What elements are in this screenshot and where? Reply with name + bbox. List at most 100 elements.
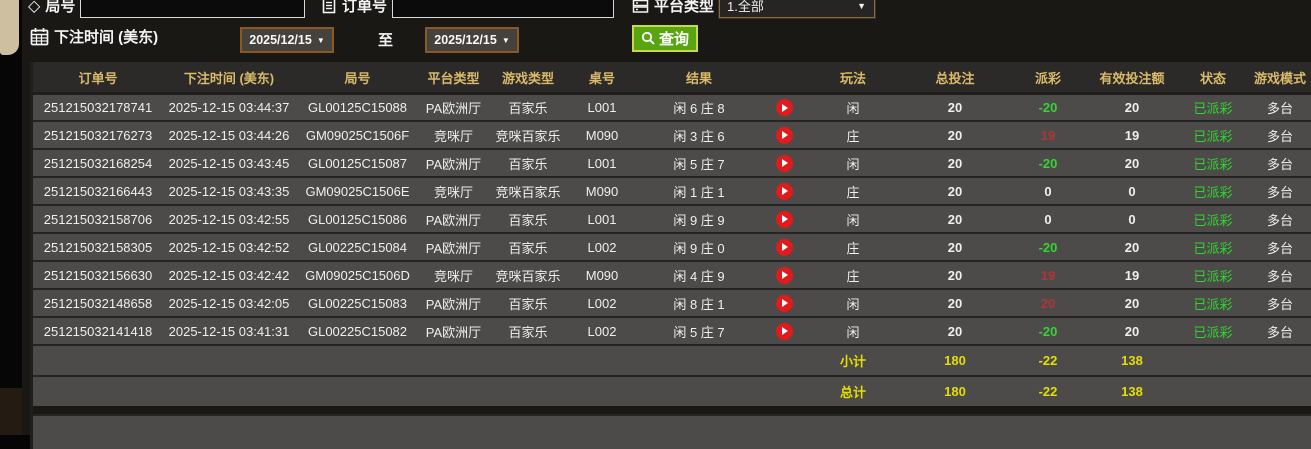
round-input[interactable] xyxy=(80,0,306,18)
empty-table-area xyxy=(33,414,1311,449)
play-type-cell: 闲 xyxy=(846,296,860,312)
header-result: 结果 xyxy=(685,70,712,86)
total-bet-cell: 20 xyxy=(947,323,963,339)
subtotal-valid-bet: 138 xyxy=(1121,353,1143,368)
subtotal-total-bet: 180 xyxy=(944,353,966,368)
grand-total-valid-bet: 138 xyxy=(1121,384,1143,399)
game-mode-cell: 多台 xyxy=(1266,128,1293,144)
status-cell: 已派彩 xyxy=(1193,156,1233,172)
payout-cell: 20 xyxy=(1040,295,1056,311)
play-video-button[interactable] xyxy=(775,126,793,144)
valid-bet-cell: 0 xyxy=(1128,211,1136,227)
table-body: 251215032178741 2025-12-15 03:44:37 GL00… xyxy=(33,92,1311,344)
table-header-row: 订单号 下注时间 (美东) 局号 平台类型 游戏类型 桌号 结果 玩法 总投注 … xyxy=(33,62,1311,92)
play-type-cell: 庄 xyxy=(846,184,860,200)
platform-stack-icon xyxy=(632,0,649,14)
bet-time-cell: 2025-12-15 03:43:45 xyxy=(168,155,290,171)
date-from-picker[interactable]: 2025/12/15 ▼ xyxy=(240,27,334,53)
bet-records-panel: ◇ 局号 订单号 平台类型 1.全部 ▼ 下注时间 (美东) 2025/12/1… xyxy=(22,0,1311,449)
round-id-cell: GM09025C1506F xyxy=(305,127,410,143)
round-id-cell: GL00125C15088 xyxy=(307,100,408,115)
game-type-cell: 百家乐 xyxy=(508,296,548,312)
bet-records-table: 订单号 下注时间 (美东) 局号 平台类型 游戏类型 桌号 结果 玩法 总投注 … xyxy=(30,62,1311,449)
date-to-picker[interactable]: 2025/12/15 ▼ xyxy=(425,27,519,53)
table-id-cell: M090 xyxy=(585,183,619,199)
order-filter-label: 订单号 xyxy=(342,0,388,15)
payout-cell: -20 xyxy=(1038,239,1058,255)
platform-cell: 竞咪厅 xyxy=(433,128,473,144)
payout-cell: 0 xyxy=(1044,211,1052,227)
total-bet-cell: 20 xyxy=(947,127,963,143)
video-cell xyxy=(763,210,805,228)
header-status: 状态 xyxy=(1199,70,1226,86)
payout-cell: -20 xyxy=(1038,155,1058,171)
header-valid-bet: 有效投注额 xyxy=(1099,70,1165,86)
result-cell: 闲 5 庄 7 xyxy=(673,324,725,340)
round-id-cell: GM09025C1506E xyxy=(305,183,410,199)
play-icon xyxy=(782,215,788,224)
date-range-to-label: 至 xyxy=(378,32,394,49)
video-cell xyxy=(763,266,805,284)
total-bet-cell: 20 xyxy=(947,239,963,255)
play-video-button[interactable] xyxy=(775,210,793,228)
header-platform: 平台类型 xyxy=(427,70,480,86)
platform-filter-label: 平台类型 xyxy=(654,0,715,15)
status-cell: 已派彩 xyxy=(1193,128,1233,144)
bet-record-row: 251215032168254 2025-12-15 03:43:45 GL00… xyxy=(33,148,1311,176)
order-filter-group: 订单号 xyxy=(321,0,615,18)
table-id-cell: L001 xyxy=(587,155,617,171)
valid-bet-cell: 20 xyxy=(1124,155,1140,171)
video-cell xyxy=(763,322,805,340)
header-table-id: 桌号 xyxy=(588,70,615,86)
play-video-button[interactable] xyxy=(775,154,793,172)
game-type-cell: 百家乐 xyxy=(508,212,548,228)
payout-cell: 19 xyxy=(1040,267,1056,283)
search-button[interactable]: 查询 xyxy=(632,25,699,52)
play-video-button[interactable] xyxy=(775,294,793,312)
grand-total-total-bet: 180 xyxy=(944,384,966,399)
payout-cell: 0 xyxy=(1044,183,1052,199)
play-type-cell: 闲 xyxy=(846,101,860,116)
platform-cell: PA欧洲厅 xyxy=(425,324,482,340)
bet-record-row: 251215032178741 2025-12-15 03:44:37 GL00… xyxy=(33,92,1311,120)
diamond-icon: ◇ xyxy=(28,0,41,15)
table-id-cell: M090 xyxy=(585,267,619,283)
grand-total-payout: -22 xyxy=(1038,384,1058,399)
table-id-cell: M090 xyxy=(585,127,619,143)
header-play: 玩法 xyxy=(839,70,866,86)
order-id-cell: 251215032166443 xyxy=(43,183,153,199)
game-mode-cell: 多台 xyxy=(1266,184,1293,200)
video-cell xyxy=(763,126,805,144)
round-id-cell: GL00125C15087 xyxy=(307,155,408,171)
round-id-cell: GL00125C15086 xyxy=(307,211,408,227)
platform-type-select[interactable]: 1.全部 ▼ xyxy=(718,0,877,19)
play-video-button[interactable] xyxy=(775,182,793,200)
grand-total-label: 总计 xyxy=(839,385,866,400)
play-icon xyxy=(782,243,788,252)
payout-cell: -20 xyxy=(1038,100,1058,115)
header-payout: 派彩 xyxy=(1034,70,1061,86)
result-cell: 闲 1 庄 1 xyxy=(673,184,725,200)
play-video-button[interactable] xyxy=(775,266,793,284)
date-from-value: 2025/12/15 xyxy=(249,33,312,47)
play-video-button[interactable] xyxy=(775,322,793,340)
result-cell: 闲 4 庄 9 xyxy=(673,268,725,284)
valid-bet-cell: 19 xyxy=(1124,267,1140,283)
background-card-decoration xyxy=(0,0,19,55)
chevron-down-icon: ▼ xyxy=(857,0,867,11)
game-type-cell: 百家乐 xyxy=(508,156,548,172)
play-video-button[interactable] xyxy=(775,99,793,117)
platform-cell: PA欧洲厅 xyxy=(425,212,482,228)
game-mode-cell: 多台 xyxy=(1266,101,1293,116)
game-type-cell: 竞咪百家乐 xyxy=(495,184,561,200)
platform-cell: PA欧洲厅 xyxy=(425,156,482,172)
video-cell xyxy=(763,294,805,312)
video-cell xyxy=(763,154,805,172)
video-cell xyxy=(763,182,805,200)
game-mode-cell: 多台 xyxy=(1266,296,1293,312)
bet-time-cell: 2025-12-15 03:42:05 xyxy=(168,295,290,311)
header-game-type: 游戏类型 xyxy=(501,70,554,86)
order-input[interactable] xyxy=(392,0,615,18)
play-video-button[interactable] xyxy=(775,238,793,256)
round-id-cell: GL00225C15084 xyxy=(307,239,408,255)
